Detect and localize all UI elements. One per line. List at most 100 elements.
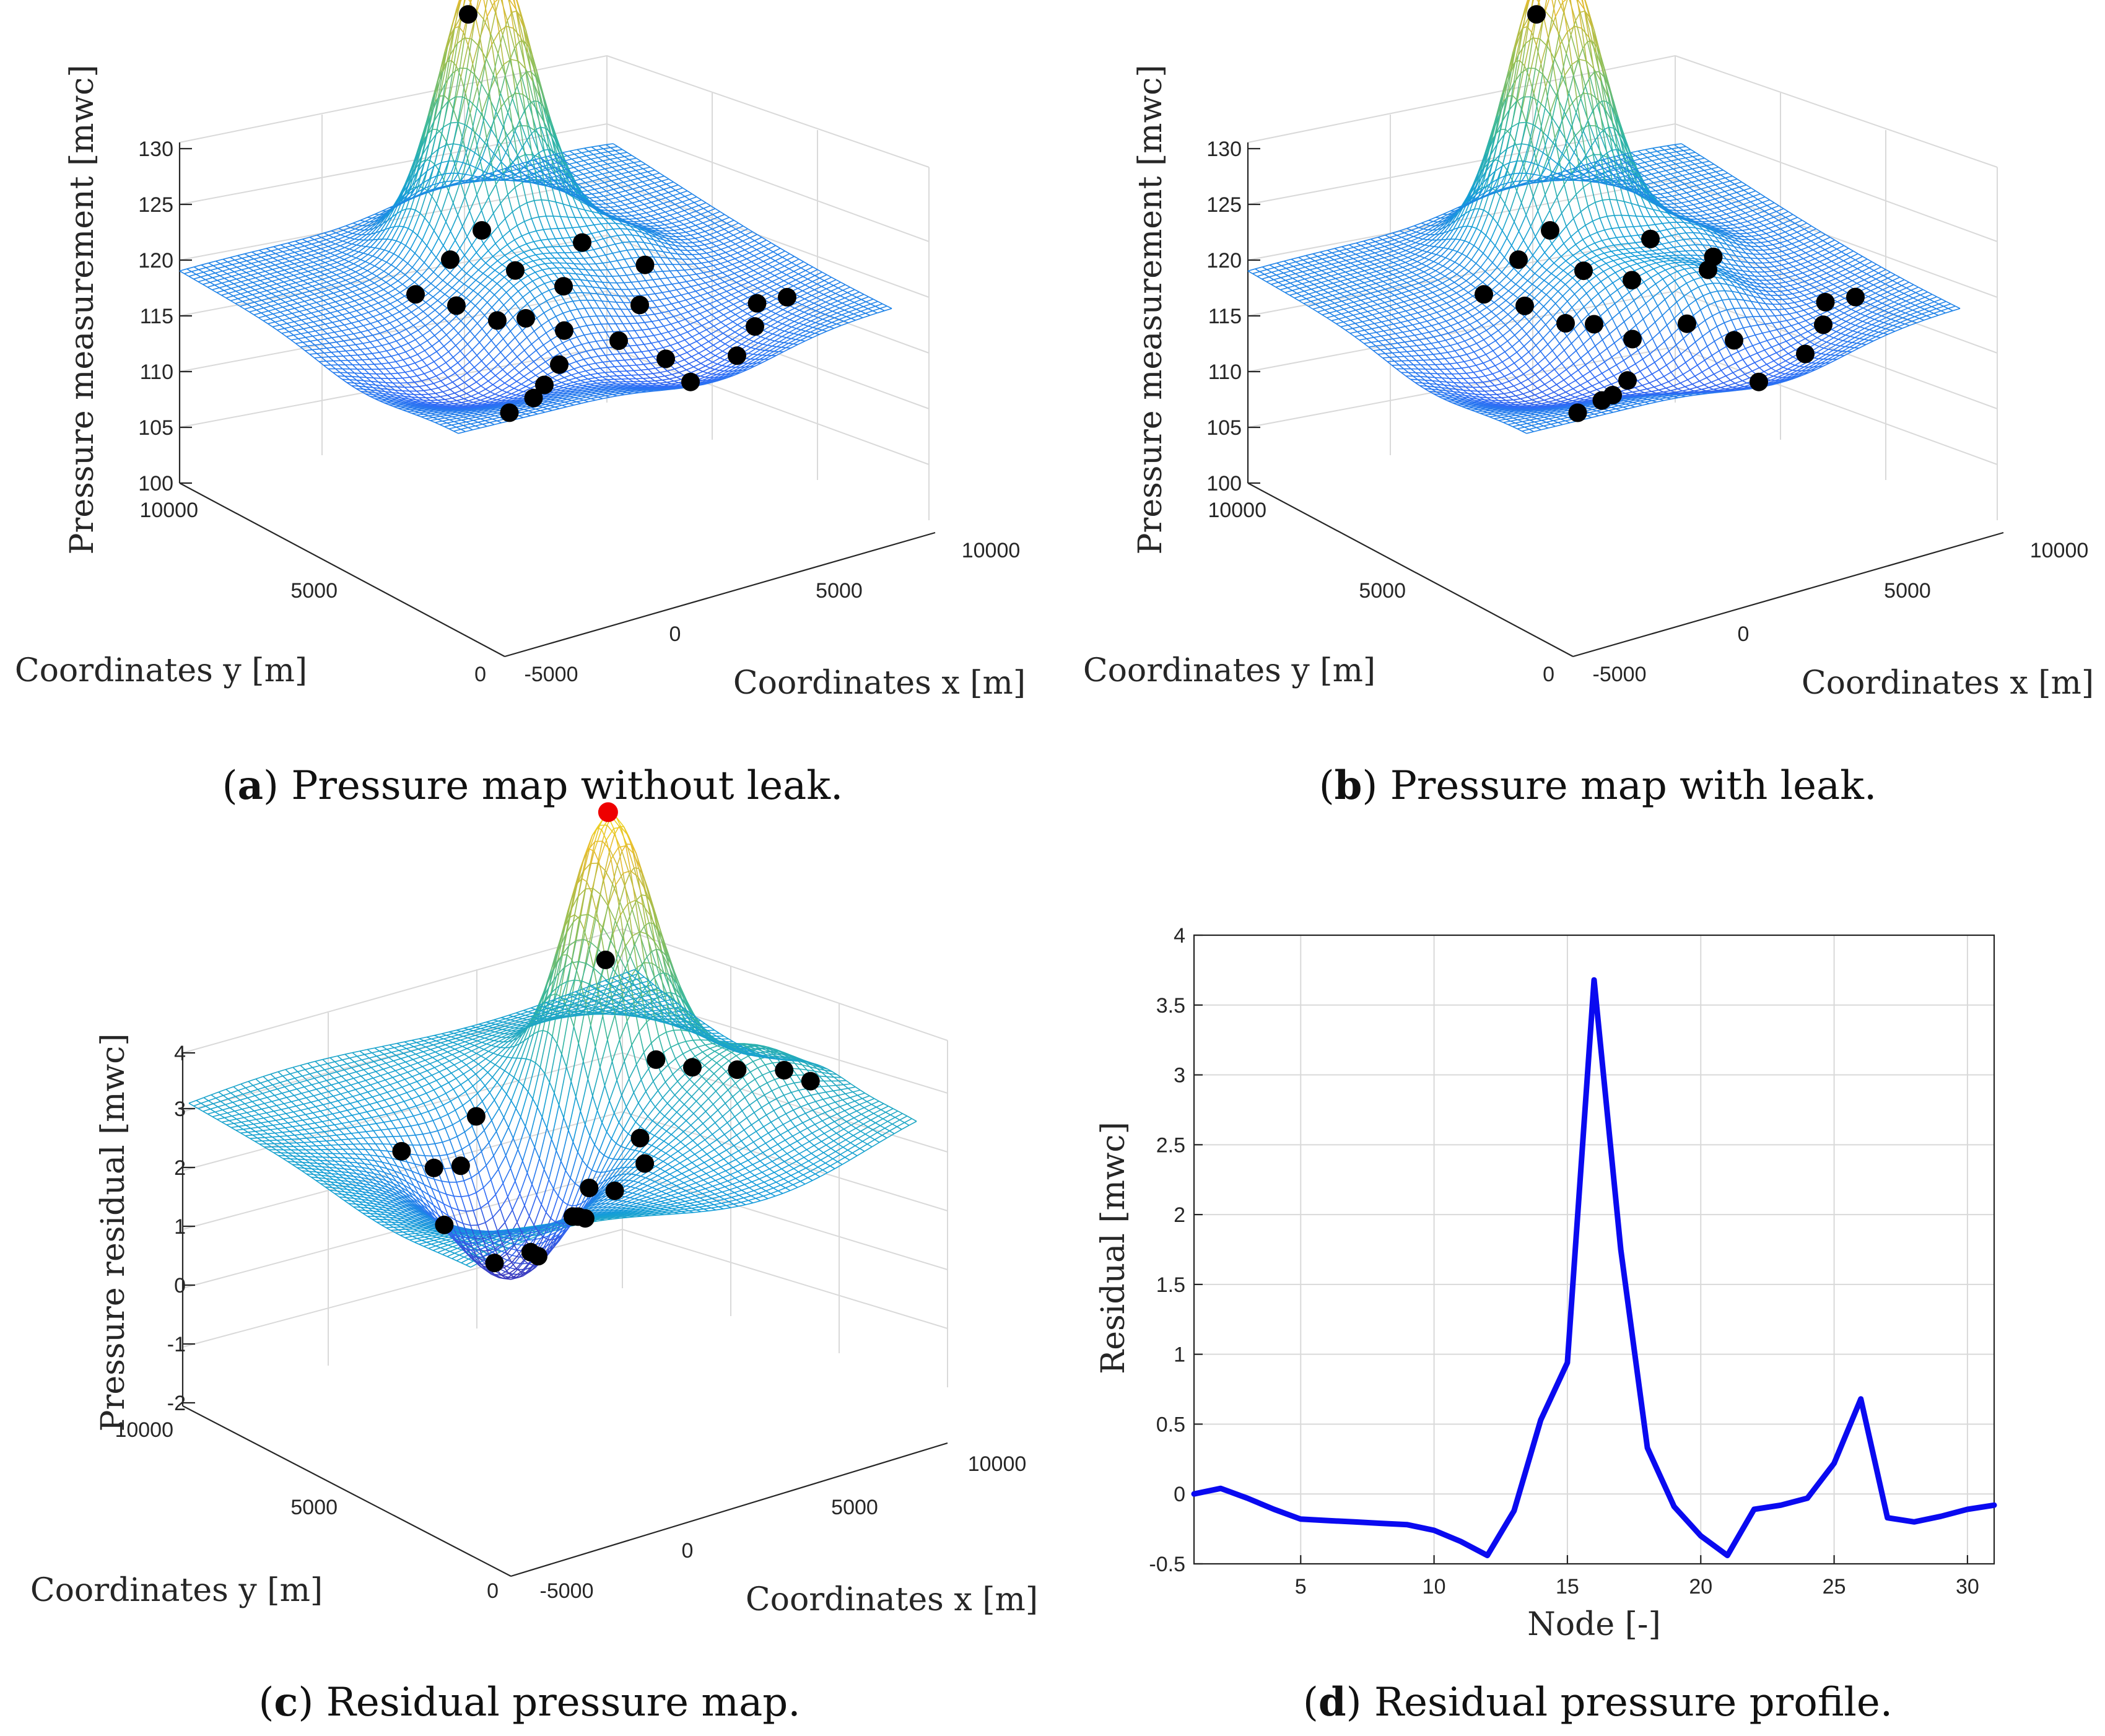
surface-mesh-segment	[544, 229, 551, 230]
surface-mesh-segment	[612, 276, 619, 277]
surface-mesh-segment	[300, 346, 308, 347]
surface-mesh-segment	[721, 301, 729, 304]
surface-mesh-segment	[710, 364, 718, 368]
surface-mesh-segment	[835, 315, 842, 318]
surface-mesh-segment	[686, 280, 694, 281]
surface-mesh-segment	[765, 282, 772, 285]
surface-mesh-segment	[580, 226, 587, 227]
surface-mesh-segment	[686, 367, 694, 370]
surface-mesh-segment	[768, 328, 775, 333]
surface-mesh-segment	[463, 362, 470, 369]
surface-mesh-segment	[517, 351, 525, 357]
surface-mesh-segment	[653, 257, 661, 258]
surface-mesh-segment	[682, 276, 689, 277]
surface-mesh-segment	[735, 328, 743, 332]
surface-mesh-segment	[675, 348, 682, 351]
surface-mesh-segment	[819, 275, 827, 279]
surface-mesh-segment	[305, 336, 313, 338]
surface-mesh-segment	[347, 317, 354, 319]
surface-mesh-segment	[780, 326, 787, 330]
surface-mesh-segment	[683, 324, 691, 327]
surface-mesh-segment	[694, 214, 701, 217]
surface-mesh-segment	[462, 386, 469, 390]
surface-mesh-segment	[377, 338, 385, 340]
surface-mesh-segment	[789, 328, 796, 332]
surface-mesh-segment	[703, 368, 710, 372]
surface-mesh-segment	[777, 266, 785, 270]
surface-mesh-segment	[682, 214, 689, 216]
surface-mesh-segment	[663, 346, 671, 347]
surface-mesh-segment	[726, 289, 734, 292]
surface-mesh-segment	[469, 398, 476, 401]
surface-mesh-segment	[533, 260, 541, 261]
surface-mesh-segment	[791, 323, 799, 327]
surface-mesh-segment	[495, 390, 502, 394]
surface-mesh-segment	[615, 366, 622, 367]
surface-mesh-segment	[596, 239, 604, 241]
surface-mesh-segment	[367, 299, 374, 302]
surface-mesh-segment	[717, 244, 724, 246]
surface-mesh-segment	[482, 290, 490, 298]
surface-mesh-segment	[701, 277, 708, 279]
surface-mesh-segment	[559, 385, 567, 387]
surface-mesh-segment	[360, 349, 368, 350]
surface-mesh-segment	[553, 246, 560, 247]
surface-mesh-segment	[425, 346, 432, 351]
surface-mesh-segment	[683, 235, 691, 237]
surface-mesh-segment	[605, 372, 612, 373]
surface-mesh-segment	[738, 321, 745, 325]
surface-mesh-segment	[596, 362, 603, 364]
surface-mesh-segment	[853, 312, 861, 314]
surface-mesh-segment	[527, 201, 534, 203]
surface-mesh-segment	[474, 386, 481, 390]
surface-mesh-segment	[621, 331, 628, 332]
surface-mesh-segment	[730, 342, 737, 347]
surface-mesh-segment	[541, 321, 549, 326]
surface-mesh-segment	[791, 259, 799, 263]
surface-mesh-segment	[840, 305, 847, 308]
surface-mesh-segment	[495, 237, 503, 243]
surface-mesh-segment	[472, 372, 479, 378]
surface-mesh-segment	[528, 375, 536, 380]
surface-mesh-segment	[765, 334, 773, 338]
surface-mesh-segment	[773, 329, 780, 334]
surface-mesh-segment	[519, 386, 526, 390]
surface-mesh-segment	[653, 372, 660, 373]
surface-mesh-segment	[282, 318, 290, 320]
surface-mesh-segment	[571, 384, 578, 386]
surface-mesh-segment	[587, 325, 595, 326]
surface-mesh-segment	[451, 215, 458, 232]
surface-mesh-segment	[782, 320, 790, 324]
surface-mesh-segment	[429, 393, 436, 394]
surface-mesh-segment	[700, 240, 707, 242]
surface-mesh-segment	[751, 259, 759, 262]
surface-mesh-segment	[520, 338, 527, 344]
surface-mesh-segment	[640, 315, 647, 316]
surface-mesh-segment	[699, 217, 706, 220]
surface-mesh-segment	[769, 313, 776, 318]
surface-mesh-segment	[632, 257, 639, 258]
surface-mesh-segment	[599, 230, 606, 232]
surface-mesh-segment	[819, 289, 827, 292]
surface-mesh-segment	[382, 344, 390, 346]
surface-mesh-segment	[510, 357, 517, 364]
surface-mesh-segment	[500, 392, 507, 396]
surface-mesh-segment	[490, 284, 497, 290]
surface-mesh-segment	[598, 355, 606, 357]
surface-mesh-segment	[806, 328, 813, 331]
surface-mesh-segment	[743, 307, 750, 311]
surface-mesh-segment	[451, 363, 458, 369]
surface-mesh-segment	[539, 216, 546, 217]
surface-mesh-segment	[405, 268, 412, 275]
surface-mesh-segment	[430, 419, 438, 421]
surface-mesh-segment	[717, 282, 725, 284]
surface-mesh-segment	[699, 329, 707, 333]
surface-mesh-segment	[655, 217, 663, 219]
surface-mesh-segment	[819, 302, 826, 305]
surface-mesh-segment	[739, 274, 746, 277]
surface-mesh-segment	[423, 331, 430, 336]
surface-mesh-segment	[478, 421, 486, 422]
surface-mesh-segment	[645, 321, 652, 323]
surface-mesh-segment	[524, 372, 531, 377]
surface-mesh-segment	[432, 341, 440, 346]
